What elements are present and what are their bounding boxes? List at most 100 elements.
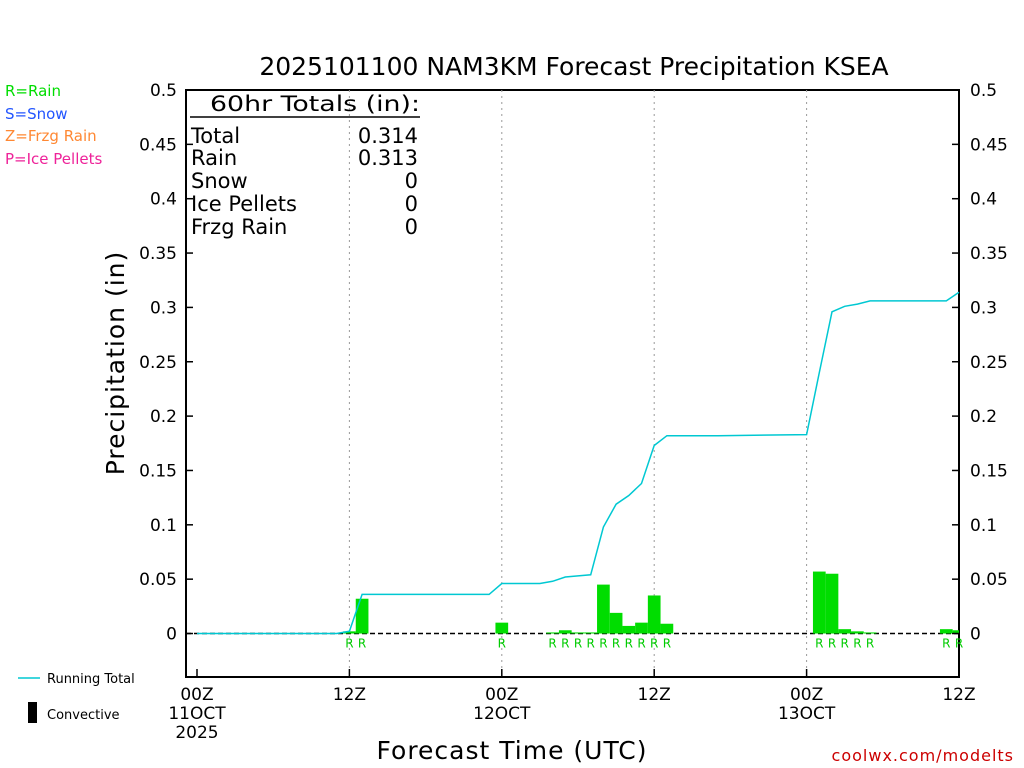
y-tick-label-left: 0.35 (139, 244, 177, 264)
y-axis-right: 0 0.05 0.1 0.15 0.2 0.25 0.3 0.35 0.4 0.45 0.5 (952, 81, 1008, 645)
y-tick-label-right: 0.2 (970, 407, 997, 427)
precip-bar (939, 629, 953, 634)
ptype-marker: R (561, 637, 569, 651)
legend-rain: R=Rain (5, 82, 61, 100)
convective-legend-swatch (28, 702, 37, 723)
ptype-marker: R (942, 637, 950, 651)
y-tick-label-right: 0.3 (970, 298, 997, 318)
precip-bar (851, 631, 864, 634)
y-tick-label-left: 0 (166, 625, 177, 645)
y-axis-label: Precipitation (in) (101, 251, 130, 476)
totals-ice-value: 0 (405, 192, 418, 216)
y-tick-label-right: 0.25 (970, 353, 1008, 373)
totals-ice-label: Ice Pellets (191, 192, 297, 216)
ptype-marker: R (587, 637, 595, 651)
y-tick-label-right: 0.15 (970, 461, 1008, 481)
x-tick-label: 11OCT (168, 704, 226, 724)
precip-bar (609, 612, 623, 634)
y-tick-label-left: 0.2 (150, 407, 177, 427)
totals-box: 60hr Totals (in): Total 0.314 Rain 0.313… (190, 92, 420, 239)
ptype-marker: R (828, 637, 836, 651)
y-tick-label-left: 0.15 (139, 461, 177, 481)
precip-bar (558, 630, 572, 634)
precip-bar (635, 622, 648, 634)
precip-bar (825, 573, 839, 634)
ptype-legend: R=Rain S=Snow Z=Frzg Rain P=Ice Pellets (5, 82, 102, 168)
ptype-marker: R (841, 637, 849, 651)
x-tick-label: 12Z (333, 685, 366, 705)
y-tick-label-left: 0.5 (150, 81, 177, 101)
precip-bar (660, 623, 674, 634)
precip-bars (343, 571, 959, 634)
precip-bar (343, 631, 356, 634)
totals-snow-label: Snow (191, 169, 248, 193)
precip-bar (863, 632, 877, 634)
x-tick-label: 12OCT (473, 704, 531, 724)
totals-frzg-value: 0 (405, 215, 418, 239)
x-tick-label: 12Z (942, 685, 975, 705)
chart-title: 2025101100 NAM3KM Forecast Precipitation… (259, 52, 888, 81)
ptype-marker: R (955, 637, 963, 651)
ptype-marker: R (574, 637, 582, 651)
x-tick-label: 2025 (175, 723, 218, 743)
ptype-marker: R (498, 637, 506, 651)
x-tick-label: 12Z (638, 685, 671, 705)
y-tick-label-right: 0.05 (970, 570, 1008, 590)
x-axis-label: Forecast Time (UTC) (377, 736, 648, 765)
y-tick-label-left: 0.4 (150, 190, 177, 210)
plot-frame (185, 89, 960, 678)
y-tick-label-right: 0.1 (970, 516, 997, 536)
precip-bar (571, 632, 585, 634)
legend-snow: S=Snow (5, 105, 68, 123)
y-tick-label-left: 0.45 (139, 135, 177, 155)
precip-bar (812, 571, 826, 634)
precip-bar (622, 625, 636, 634)
convective-legend-label: Convective (47, 708, 120, 723)
running-total-legend-label: Running Total (47, 672, 135, 687)
y-tick-label-left: 0.3 (150, 298, 177, 318)
legend-frzg-rain: Z=Frzg Rain (5, 127, 97, 145)
y-tick-label-right: 0 (970, 625, 981, 645)
y-tick-label-right: 0.4 (970, 190, 997, 210)
totals-rain-label: Rain (191, 146, 237, 170)
site-credit: coolwx.com/modelts (832, 746, 1014, 765)
totals-heading: 60hr Totals (in): (210, 92, 420, 116)
totals-frzg-label: Frzg Rain (191, 215, 287, 239)
legend-ice-pellets: P=Ice Pellets (5, 150, 102, 168)
series-legend: Running Total Convective (18, 672, 135, 723)
precip-bar (584, 632, 598, 634)
x-tick-label: 13OCT (778, 704, 836, 724)
ptype-marker: R (345, 637, 353, 651)
precip-bar (495, 622, 509, 634)
totals-rain-value: 0.313 (358, 146, 418, 170)
ptype-marker: R (650, 637, 658, 651)
ptype-marker: R (548, 637, 556, 651)
y-tick-label-left: 0.05 (139, 570, 177, 590)
totals-total-value: 0.314 (358, 124, 418, 148)
ptype-marker: R (853, 637, 861, 651)
grid-lines (348, 90, 808, 677)
ptype-marker: R (815, 637, 823, 651)
y-tick-label-right: 0.45 (970, 135, 1008, 155)
y-tick-label-right: 0.5 (970, 81, 997, 101)
precip-bar (952, 630, 959, 634)
ptype-marker: R (637, 637, 645, 651)
precip-bar (647, 595, 661, 634)
ptype-marker: R (612, 637, 620, 651)
ptype-marker: R (866, 637, 874, 651)
ptype-marker: R (663, 637, 671, 651)
y-tick-label-left: 0.1 (150, 516, 177, 536)
ptype-marker: R (625, 637, 633, 651)
y-tick-label-left: 0.25 (139, 353, 177, 373)
precip-bar (546, 632, 559, 634)
y-axis-left: 0 0.05 0.1 0.15 0.2 0.25 0.3 0.35 0.4 0.45 0.5 (139, 81, 193, 645)
running-total-line (197, 291, 960, 635)
precip-bar (838, 629, 852, 634)
x-tick-label: 00Z (790, 685, 823, 705)
totals-total-label: Total (190, 124, 240, 148)
y-tick-label-right: 0.35 (970, 244, 1008, 264)
precip-bar (597, 584, 610, 634)
